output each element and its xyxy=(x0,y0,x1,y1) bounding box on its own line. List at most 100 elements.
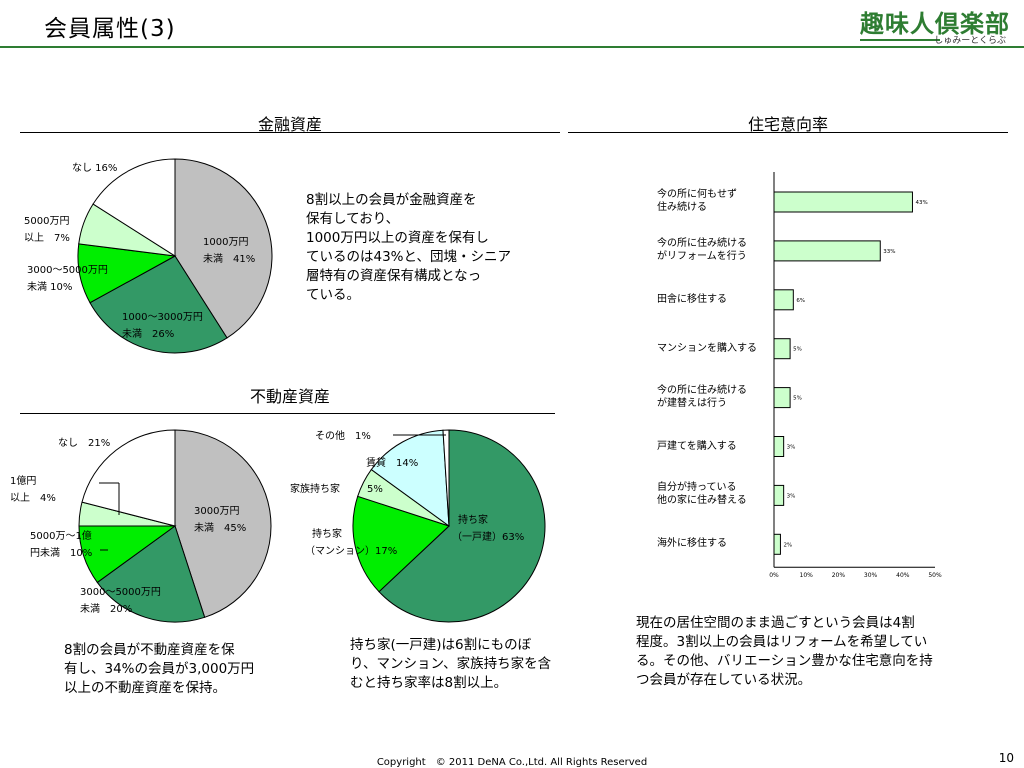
financial-note-line: 8割以上の会員が金融資産を xyxy=(306,192,477,208)
financial-label-1000-3000-line1: 1000～3000万円 xyxy=(122,312,203,323)
logo-underline xyxy=(860,39,940,41)
bar xyxy=(773,533,781,555)
bar-category-label-line: 自分が持っている xyxy=(657,482,737,494)
bar-category-label-line: 今の所に住み続ける xyxy=(657,237,747,249)
housing-label-family-pct: 5% xyxy=(367,484,383,495)
housing-ownership-note-line: むと持ち家率は8割以上。 xyxy=(350,675,508,691)
footer-copyright: Copyright © 2011 DeNA Co.,Ltd. All Right… xyxy=(376,757,648,768)
financial-label-3000-5000-line1: 3000～5000万円 xyxy=(27,265,108,276)
bar-category-label: マンションを購入する xyxy=(657,342,757,355)
housing-intent-bar-chart: 43% 33% 6% 5% 5% 3% 3% 2% 0% 10% 20% 30% 40% 50% xyxy=(769,172,942,579)
real-estate-label-5000-1oku-line1: 5000万～1億 xyxy=(30,531,92,542)
housing-intent-note-line: つ会員が存在している状況。 xyxy=(636,672,812,688)
housing-ownership-note: 持ち家(一戸建)は6割にものぼ り、マンション、家族持ち家を含 むと持ち家率は8… xyxy=(350,636,590,693)
bar xyxy=(773,240,881,262)
bar-value-label: 5% xyxy=(793,396,802,402)
bar xyxy=(773,289,794,311)
pie-slice xyxy=(442,429,450,527)
bar-category-label-line: 海外に移住する xyxy=(657,538,727,550)
bar xyxy=(773,387,791,409)
logo: 趣味人倶楽部 しゅみーとくらぶ xyxy=(860,4,1010,48)
bar-category-label: 海外に移住する xyxy=(657,537,727,550)
pie-slice xyxy=(92,158,176,257)
real-estate-note-line: 有し、34%の会員が3,000万円 xyxy=(64,661,255,677)
housing-ownership-note-line: り、マンション、家族持ち家を含 xyxy=(350,656,552,672)
housing-intent-note-line: 現在の居住空間のまま過ごすという会員は4割 xyxy=(636,615,915,631)
real-estate-label-3000-5000-line1: 3000～5000万円 xyxy=(80,587,161,598)
financial-label-under1000-line2: 未満 41% xyxy=(203,254,256,265)
financial-section-rule xyxy=(20,132,560,133)
bar-value-label: 2% xyxy=(783,542,792,548)
real-estate-label-5000-1oku-line2: 円未満 10% xyxy=(30,548,93,559)
bar-category-label-line: 今の所に何もせず xyxy=(657,189,737,200)
real-estate-label-over1oku-line2: 以上 4% xyxy=(10,493,56,504)
real-estate-note-line: 8割の会員が不動産資産を保 xyxy=(64,642,235,658)
real-estate-note: 8割の会員が不動産資産を保 有し、34%の会員が3,000万円 以上の不動産資産… xyxy=(64,641,304,698)
real-estate-label-under3000-line1: 3000万円 xyxy=(194,506,240,517)
financial-label-over5000-line1: 5000万円 xyxy=(24,216,70,227)
pie-slice xyxy=(96,525,206,623)
housing-intent-note-line: 程度。3割以上の会員はリフォームを希望してい xyxy=(636,634,928,650)
bar-category-label: 今の所に何もせず 住み続ける xyxy=(657,188,737,214)
real-estate-label-3000-5000-line2: 未満 20% xyxy=(80,604,133,615)
real-estate-note-line: 以上の不動産資産を保持。 xyxy=(64,680,226,696)
real-estate-label-under3000-line2: 未満 45% xyxy=(194,523,247,534)
financial-label-under1000-line1: 1000万円 xyxy=(203,237,249,248)
bar-value-label: 33% xyxy=(883,249,895,255)
pie-slice xyxy=(352,495,450,593)
bar-category-label-line: 戸建てを購入する xyxy=(657,440,737,452)
bar-category-label-line: 田舎に移住する xyxy=(657,293,727,305)
bar xyxy=(773,191,913,213)
pie-slice xyxy=(370,429,450,528)
bar-value-label: 3% xyxy=(787,493,796,499)
x-tick-label: 0% xyxy=(769,572,779,579)
housing-label-house-line2: （一戸建）63% xyxy=(452,532,525,543)
logo-main-text: 趣味人倶楽部 xyxy=(860,10,1010,38)
bar xyxy=(773,484,785,506)
pie-slice xyxy=(89,255,228,354)
pie-slice xyxy=(174,158,273,339)
financial-note: 8割以上の会員が金融資産を 保有しており、 1000万円以上の資産を保有し てい… xyxy=(306,191,546,305)
real-estate-pie xyxy=(78,429,272,623)
bar-value-label: 6% xyxy=(796,298,805,304)
logo-sub-text: しゅみーとくらぶ xyxy=(934,36,1006,46)
housing-intent-note-line: る。その他、バリエーション豊かな住宅意向を持 xyxy=(636,653,933,669)
real-estate-label-over1oku-line1: 1億円 xyxy=(10,476,37,487)
page-title: 会員属性(3) xyxy=(44,16,176,42)
bar-category-label: 戸建てを購入する xyxy=(657,440,737,453)
housing-intent-note: 現在の居住空間のまま過ごすという会員は4割 程度。3割以上の会員はリフォームを希… xyxy=(636,614,996,690)
housing-label-other: その他 1% xyxy=(315,431,371,442)
bar-category-label-line: が建替えは行う xyxy=(657,397,727,409)
pie-slice xyxy=(174,429,272,618)
housing-label-mansion-line2: （マンション）17% xyxy=(305,546,398,557)
bar-category-label-line: がリフォームを行う xyxy=(657,250,747,262)
bar-category-label: 自分が持っている 他の家に住み替える xyxy=(657,481,747,507)
housing-label-family: 家族持ち家 xyxy=(290,484,340,495)
financial-label-3000-5000-line2: 未満 10% xyxy=(27,282,73,293)
real-estate-section-rule xyxy=(20,413,555,414)
housing-label-house-line1: 持ち家 xyxy=(458,515,488,526)
housing-ownership-note-line: 持ち家(一戸建)は6割にものぼ xyxy=(350,637,532,653)
bar-category-label-line: 今の所に住み続ける xyxy=(657,384,747,396)
financial-note-line: 1000万円以上の資産を保有し xyxy=(306,230,489,246)
x-tick-label: 30% xyxy=(864,572,878,579)
bar-category-label: 今の所に住み続ける が建替えは行う xyxy=(657,384,747,410)
financial-label-1000-3000-line2: 未満 26% xyxy=(122,329,175,340)
x-tick-label: 10% xyxy=(800,572,814,579)
financial-label-none: なし 16% xyxy=(72,163,118,174)
bar-value-label: 3% xyxy=(787,445,796,451)
bar-category-label-line: マンションを購入する xyxy=(657,342,757,354)
housing-label-rent: 賃貸 14% xyxy=(366,458,419,469)
bar-category-label: 今の所に住み続ける がリフォームを行う xyxy=(657,237,747,263)
bar xyxy=(773,338,791,360)
pie-slice xyxy=(378,429,546,623)
financial-note-line: ている。 xyxy=(306,287,360,303)
housing-section-rule xyxy=(568,132,1008,133)
financial-note-line: 保有しており、 xyxy=(306,211,400,227)
financial-section-title: 金融資産 xyxy=(257,115,322,134)
financial-label-over5000-line2: 以上 7% xyxy=(24,233,70,244)
bar-category-label-line: 住み続ける xyxy=(657,202,707,213)
housing-label-mansion-line1: 持ち家 xyxy=(312,529,342,540)
bar-category-label: 田舎に移住する xyxy=(657,293,727,306)
